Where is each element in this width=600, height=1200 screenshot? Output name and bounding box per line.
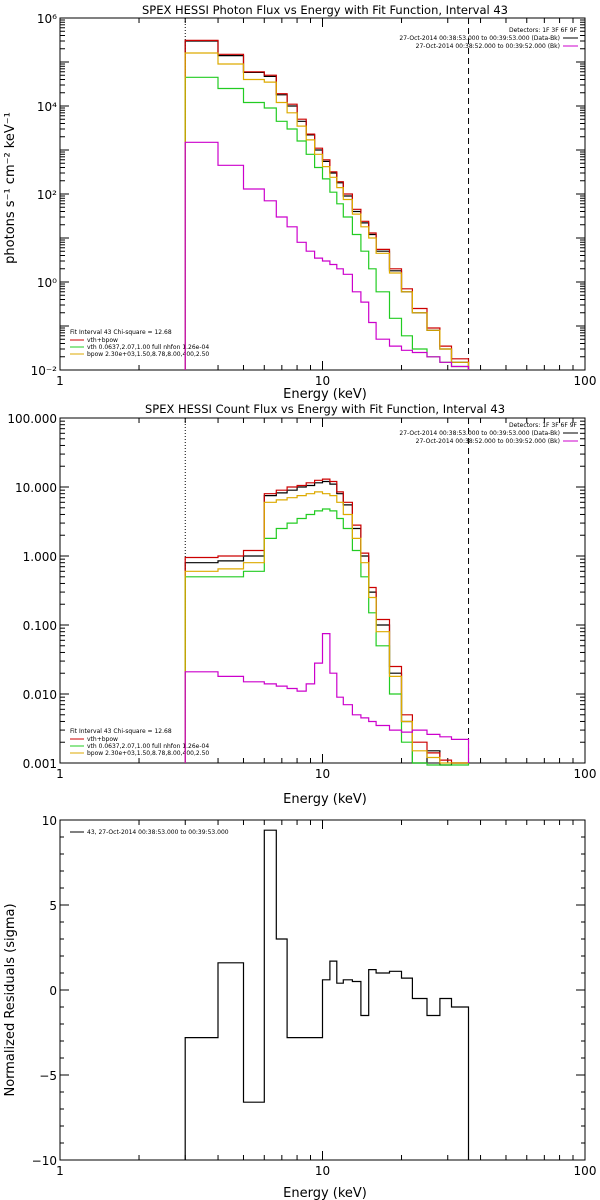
residuals-series — [184, 829, 470, 1160]
series-bpow — [184, 491, 469, 764]
y-tick-label: 5 — [49, 899, 57, 913]
legend-top: Detectors: 1F 3F 6F 9F 27-Oct-2014 00:38… — [399, 422, 578, 445]
legend-data-interval: 27-Oct-2014 00:38:53.000 to 00:39:53.000… — [399, 35, 560, 42]
x-tick-label: 10 — [315, 767, 330, 781]
count-flux-panel: SPEX HESSI Count Flux vs Energy with Fit… — [7, 402, 596, 807]
series-background — [184, 141, 470, 370]
x-tick-label: 10 — [315, 1164, 330, 1178]
chart-title: SPEX HESSI Photon Flux vs Energy with Fi… — [142, 3, 508, 17]
legend-fit-interval: Fit Interval 43 Chi-square = 12.68 — [70, 728, 172, 735]
y-tick-label: −5 — [39, 1069, 57, 1083]
legend-top: Detectors: 1F 3F 6F 9F 27-Oct-2014 00:38… — [399, 27, 578, 50]
residuals-panel: Energy (keV) Normalized Residuals (sigma… — [3, 814, 596, 1200]
x-axis-label: Energy (keV) — [283, 1186, 367, 1200]
y-tick-label: 10⁴ — [37, 100, 57, 114]
legend-bpow-label: bpow 2.30e+03,1.50,8.78,8.00,400,2.50 — [87, 750, 209, 757]
legend-vth-label: vth 0.0637,2.07,1.00 full nhfon 1.26e-04 — [87, 344, 209, 351]
legend-bk-interval: 27-Oct-2014 00:38:52.000 to 00:39:52.000… — [416, 438, 560, 445]
x-tick-label: 100 — [574, 374, 597, 388]
y-tick-label: 0.100 — [23, 619, 57, 633]
legend-label: 43, 27-Oct-2014 00:38:53.000 to 00:39:53… — [87, 829, 229, 836]
series-data-minus-bk — [184, 40, 470, 370]
legend-data-interval: 27-Oct-2014 00:38:53.000 to 00:39:53.000… — [399, 430, 560, 437]
chart-title: SPEX HESSI Count Flux vs Energy with Fit… — [145, 402, 505, 416]
y-tick-label: 0.001 — [23, 757, 57, 771]
legend-bpow-label: bpow 2.30e+03,1.50,8.78,8.00,400,2.50 — [87, 351, 209, 358]
plot-frame — [59, 417, 586, 764]
photon-flux-panel: SPEX HESSI Photon Flux vs Energy with Fi… — [3, 3, 596, 402]
y-tick-label: 10⁻² — [31, 364, 58, 378]
x-axis-label: Energy (keV) — [283, 792, 367, 807]
y-tick-label: 1.000 — [23, 550, 57, 564]
legend-total-label: vth+bpow — [87, 736, 118, 743]
y-tick-label: 100.000 — [7, 412, 57, 426]
series-data-minus-bk — [184, 480, 469, 766]
x-tick-label: 1 — [56, 767, 64, 781]
legend-bottom: Fit Interval 43 Chi-square = 12.68 vth+b… — [70, 728, 209, 757]
series-vth-plus-bpow — [184, 39, 470, 370]
legend-fit-interval: Fit Interval 43 Chi-square = 12.68 — [70, 329, 172, 336]
y-tick-label: 0.010 — [23, 688, 57, 702]
legend-bottom: Fit Interval 43 Chi-square = 12.68 vth+b… — [70, 329, 209, 358]
series-vth — [184, 76, 470, 370]
legend-total-label: vth+bpow — [87, 337, 118, 344]
plot-frame — [59, 17, 586, 371]
x-tick-label: 10 — [315, 374, 330, 388]
legend-detectors: Detectors: 1F 3F 6F 9F — [509, 422, 578, 429]
y-tick-label: 0 — [49, 984, 57, 998]
legend-bk-interval: 27-Oct-2014 00:38:52.000 to 00:39:52.000… — [416, 43, 560, 50]
series-bpow — [184, 52, 470, 370]
y-tick-label: 10 — [42, 814, 57, 828]
series-vth-plus-bpow — [184, 478, 469, 764]
y-tick-label: 10⁰ — [37, 276, 57, 290]
legend-detectors: Detectors: 1F 3F 6F 9F — [509, 27, 578, 34]
series-background — [184, 633, 470, 763]
legend-vth-label: vth 0.0637,2.07,1.00 full nhfon 1.26e-04 — [87, 743, 209, 750]
x-tick-label: 100 — [574, 767, 597, 781]
x-tick-label: 1 — [56, 374, 64, 388]
y-axis-label: Normalized Residuals (sigma) — [3, 903, 18, 1096]
x-axis-label: Energy (keV) — [283, 387, 367, 402]
x-tick-label: 1 — [56, 1164, 64, 1178]
x-tick-label: 100 — [574, 1164, 597, 1178]
series-vth — [184, 508, 470, 766]
y-axis-label: photons s⁻¹ cm⁻² keV⁻¹ — [3, 112, 18, 264]
legend: 43, 27-Oct-2014 00:38:53.000 to 00:39:53… — [70, 829, 229, 836]
y-tick-label: 10⁶ — [37, 12, 57, 26]
y-tick-label: 10.000 — [15, 481, 57, 495]
y-tick-label: 10² — [37, 188, 57, 202]
y-tick-label: −10 — [32, 1154, 57, 1168]
